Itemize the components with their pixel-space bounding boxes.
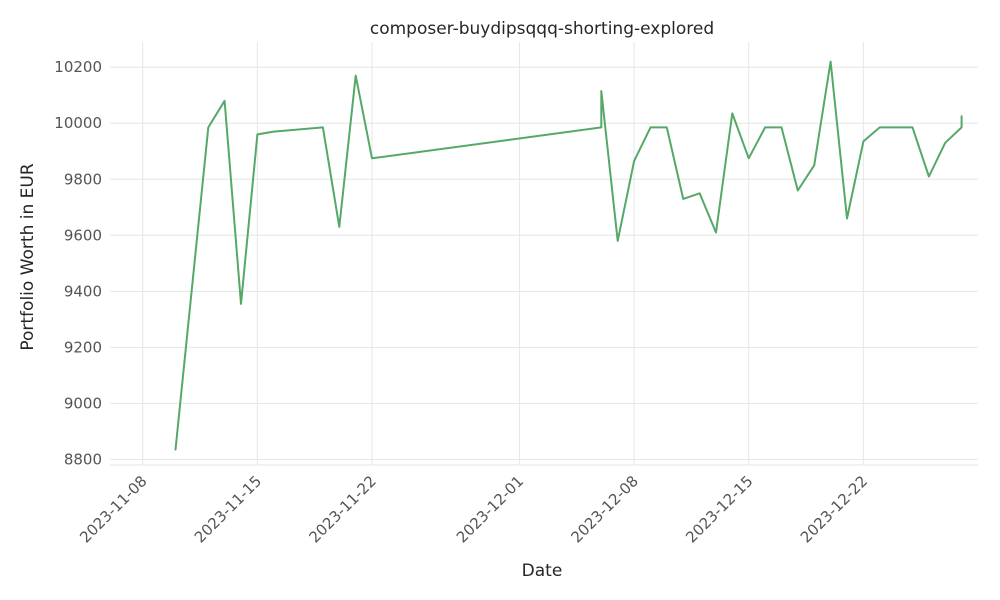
y-tick-label: 8800 (64, 450, 102, 468)
chart-title: composer-buydipsqqq-shorting-explored (370, 19, 714, 39)
y-axis-ticks: 8800 9000 9200 9400 9600 9800 10000 10200 (54, 58, 102, 468)
grid-lines (110, 42, 978, 466)
x-tick-label: 2023-12-08 (568, 472, 642, 546)
x-axis-label: Date (522, 561, 563, 581)
y-tick-label: 9600 (64, 226, 102, 244)
x-tick-label: 2023-12-15 (682, 472, 756, 546)
y-tick-label: 9400 (64, 282, 102, 300)
x-tick-label: 2023-11-15 (191, 472, 265, 546)
series-line (174, 60, 963, 451)
y-tick-label: 10000 (54, 114, 102, 132)
x-axis-ticks: 2023-11-08 2023-11-15 2023-11-22 2023-12-01… (76, 472, 871, 546)
x-tick-label: 2023-11-22 (305, 472, 379, 546)
y-tick-label: 10200 (54, 58, 102, 76)
y-tick-label: 9000 (64, 394, 102, 412)
x-tick-label: 2023-12-22 (797, 472, 871, 546)
y-tick-label: 9800 (64, 170, 102, 188)
y-axis-label: Portfolio Worth in EUR (18, 163, 38, 350)
series-layer (174, 60, 963, 451)
x-tick-label: 2023-11-08 (76, 472, 150, 546)
x-tick-label: 2023-12-01 (453, 472, 527, 546)
y-tick-label: 9200 (64, 338, 102, 356)
